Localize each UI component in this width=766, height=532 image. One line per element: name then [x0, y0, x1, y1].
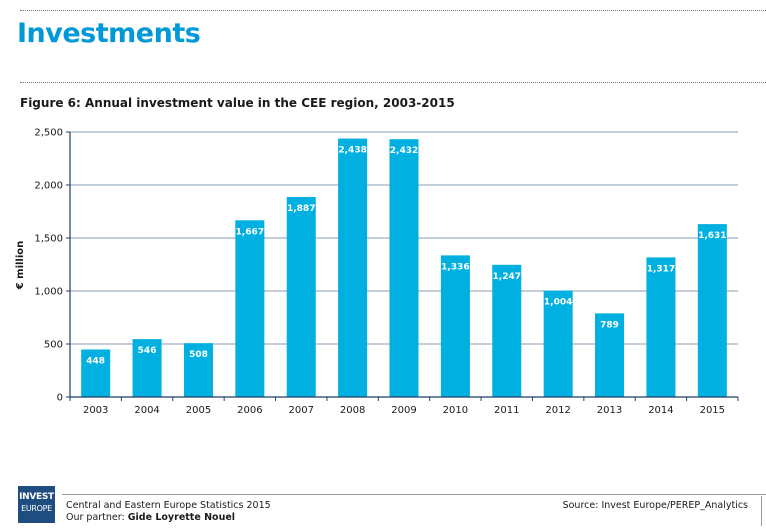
x-tick-label: 2013	[597, 405, 622, 416]
data-label: 508	[189, 350, 208, 360]
x-tick-label: 2015	[700, 405, 725, 416]
top-divider	[20, 10, 766, 11]
logo-line-1: INVEST	[19, 492, 54, 502]
x-tick-label: 2009	[391, 405, 416, 416]
x-tick-label: 2012	[545, 405, 570, 416]
bar	[389, 139, 419, 397]
bar	[235, 220, 265, 397]
y-tick-label: 0	[57, 393, 63, 404]
y-tick-label: 1,000	[34, 287, 63, 298]
y-tick-label: 500	[44, 340, 63, 351]
y-axis-label: € million	[15, 241, 26, 291]
data-label: 2,432	[390, 146, 418, 156]
data-label: 1,004	[544, 298, 572, 308]
y-tick-label: 1,500	[34, 234, 63, 245]
bar-chart: 448 546 508 1,667 1,887 2,438 2,432 1,336 1,247 1…	[15, 128, 739, 416]
footer-info: Central and Eastern Europe Statistics 20…	[66, 500, 271, 524]
report-title: Central and Eastern Europe Statistics 20…	[66, 500, 271, 511]
x-tick-label: 2003	[83, 405, 108, 416]
data-label: 546	[138, 346, 157, 356]
bar	[132, 339, 162, 397]
invest-europe-logo: INVEST EUROPE	[18, 486, 55, 523]
bar	[543, 290, 573, 397]
x-tick-label: 2011	[494, 405, 519, 416]
data-label: 1,667	[236, 227, 264, 237]
source-note: Source: Invest Europe/PEREP_Analytics	[562, 500, 748, 511]
bar	[338, 138, 368, 397]
data-label: 789	[600, 320, 619, 330]
x-tick-label: 2014	[648, 405, 673, 416]
page-heading: Investments	[17, 18, 201, 49]
bar	[492, 264, 522, 397]
bar	[183, 343, 213, 397]
footer-divider	[62, 494, 766, 495]
bars: 448 546 508 1,667 1,887 2,438 2,432 1,336 1,247 1…	[81, 138, 727, 397]
logo-line-2: EUROPE	[21, 504, 52, 513]
axes: 0 500 1,000 1,500 2,000 2,500 2003 2004 2005 2006…	[34, 128, 739, 416]
partner-line: Our partner: Gide Loyrette Nouel	[66, 512, 271, 524]
partner-name: Gide Loyrette Nouel	[127, 512, 236, 523]
x-tick-label: 2007	[289, 405, 314, 416]
x-tick-label: 2008	[340, 405, 365, 416]
footer-edge-mark	[761, 496, 766, 526]
bar	[697, 224, 727, 397]
y-tick-label: 2,500	[34, 128, 63, 139]
x-tick-label: 2004	[134, 405, 159, 416]
data-label: 448	[86, 357, 105, 367]
bar	[595, 313, 625, 397]
section-divider	[20, 82, 766, 83]
data-label: 1,631	[698, 231, 726, 241]
data-label: 1,247	[493, 272, 521, 282]
x-tick-label: 2006	[237, 405, 262, 416]
partner-prefix: Our partner:	[66, 512, 125, 523]
bar	[646, 257, 676, 397]
data-label: 1,336	[441, 262, 469, 272]
figure-title: Figure 6: Annual investment value in the…	[20, 96, 455, 110]
x-tick-label: 2005	[186, 405, 211, 416]
data-label: 1,887	[287, 204, 315, 214]
bar	[286, 196, 316, 397]
y-tick-label: 2,000	[34, 181, 63, 192]
bar	[81, 349, 111, 397]
data-label: 2,438	[338, 146, 366, 156]
data-label: 1,317	[647, 264, 675, 274]
bar	[440, 255, 470, 397]
x-tick-label: 2010	[443, 405, 468, 416]
